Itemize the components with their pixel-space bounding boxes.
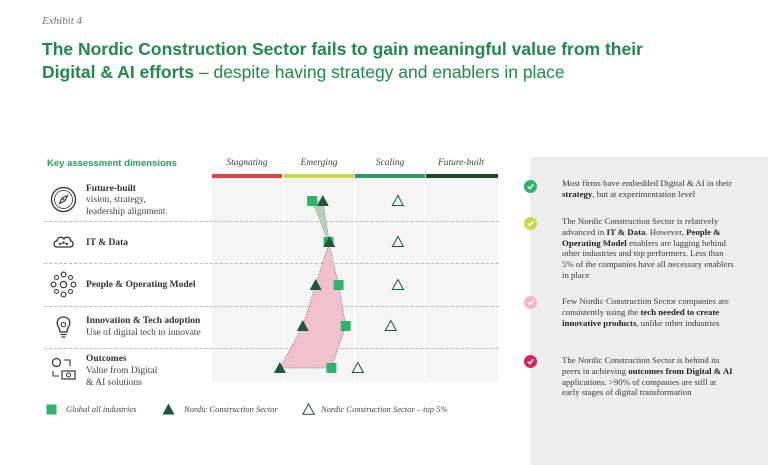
legend-marker-ncs (162, 403, 175, 415)
check-icon (524, 180, 537, 193)
commentary-item-outcomes: The Nordic Construction Sector is behind… (562, 355, 733, 398)
commentary-item-it-data: The Nordic Construction Sector is relati… (562, 216, 734, 280)
money-cycle-icon (51, 357, 76, 380)
lightbulb-icon (56, 316, 71, 338)
row-separator (44, 263, 499, 264)
row-separator (44, 221, 499, 222)
point-ncs-3 (296, 320, 309, 331)
dimension-subtitle-outcomes: Value from Digital & AI solutions (86, 366, 158, 388)
point-global-3 (340, 321, 351, 331)
check-icon (524, 296, 537, 309)
dimension-title-innovation: Innovation & Tech adoption (86, 316, 201, 326)
point-global-0 (307, 196, 318, 206)
headline-rest: – despite having strategy and enablers i… (194, 62, 565, 82)
stage-bar-stagnating (212, 174, 282, 178)
legend-marker-global (46, 404, 57, 415)
x-tick-label-emerging: Emerging (300, 158, 338, 168)
dimension-title-outcomes: Outcomes (86, 354, 127, 364)
cloud-icon (53, 236, 74, 248)
legend-label-global: Global all industries (66, 404, 137, 414)
exhibit-label: Exhibit 4 (42, 15, 83, 27)
dimensions-header: Key assessment dimensions (47, 158, 177, 169)
check-icon (524, 355, 537, 368)
headline-bold-2: Digital & AI efforts (42, 62, 194, 82)
dimension-title-future-built: Future-built (86, 184, 136, 194)
dimension-subtitle-future-built: vision, strategy, leadership alignment (86, 195, 166, 217)
point-ncs-1 (323, 236, 336, 247)
legend-marker-top5 (302, 403, 315, 415)
row-separator (44, 306, 499, 307)
legend-label-top5: Nordic Construction Sector – top 5% (321, 404, 448, 414)
x-tick-label-stagnating: Stagnating (226, 158, 268, 168)
point-top5-4 (351, 361, 365, 373)
headline: The Nordic Construction Sector fails to … (42, 38, 742, 84)
stage-bar-emerging (284, 174, 354, 178)
dimension-title-it-data: IT & Data (86, 238, 129, 248)
people-network-icon (50, 271, 77, 298)
dimension-subtitle-innovation: Use of digital tech to innovate (86, 328, 201, 338)
point-top5-3 (384, 319, 398, 331)
headline-bold-1: The Nordic Construction Sector fails to … (42, 39, 643, 59)
point-top5-1 (391, 235, 405, 247)
point-top5-0 (391, 194, 405, 206)
point-global-4 (326, 363, 337, 373)
x-tick-label-scaling: Scaling (375, 158, 405, 168)
stage-bar-future-built (426, 174, 498, 178)
grid-line (425, 178, 426, 382)
row-separator (44, 348, 499, 349)
commentary-item-innovation: Few Nordic Construction Sector companies… (562, 296, 729, 328)
point-global-2 (333, 280, 344, 290)
dimension-title-people-operating-model: People & Operating Model (86, 280, 196, 290)
stage-bar-scaling (355, 174, 425, 178)
commentary-item-strategy: Most firms have embedded Digital & AI in… (562, 178, 733, 199)
legend-label-ncs: Nordic Construction Sector (184, 404, 278, 414)
grid-line (283, 178, 284, 382)
point-top5-2 (391, 278, 405, 290)
point-ncs-4 (273, 362, 286, 373)
x-tick-label-future-built: Future-built (437, 158, 485, 168)
commentary-panel (530, 157, 768, 465)
grid-line (354, 178, 355, 382)
check-icon (524, 217, 537, 230)
point-ncs-2 (309, 279, 322, 290)
point-ncs-0 (316, 195, 329, 206)
compass-icon (50, 186, 77, 213)
gap-area-highlight (312, 201, 330, 242)
